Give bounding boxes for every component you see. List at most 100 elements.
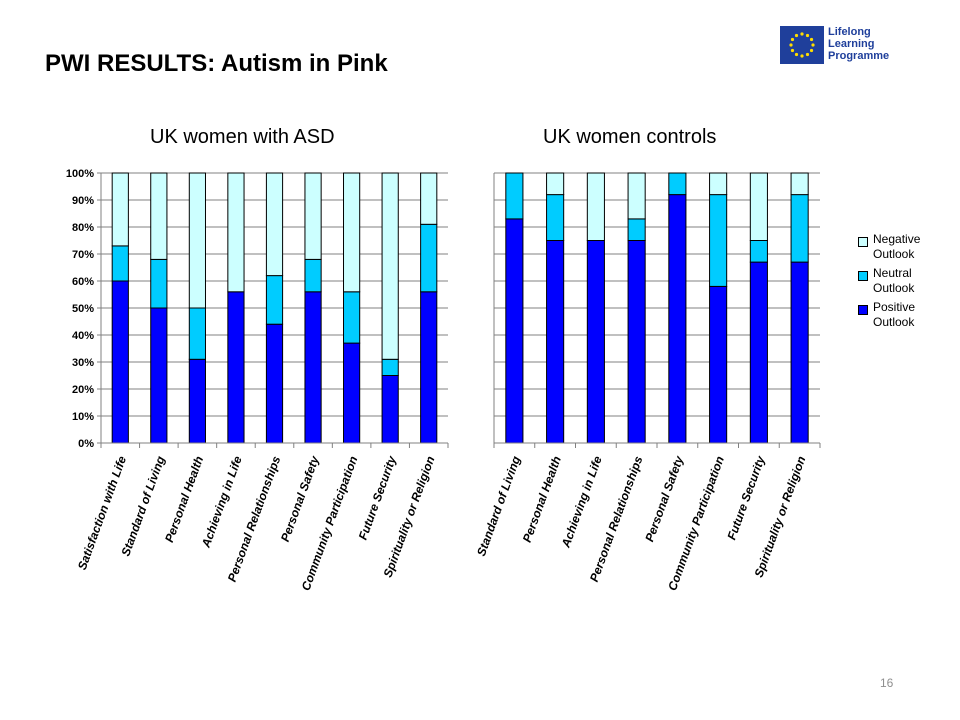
bar-segment-positive-outlook <box>420 291 438 444</box>
legend-label-positive: Positive Outlook <box>873 300 916 329</box>
bar-segment-negative-outlook <box>586 172 605 241</box>
bar-segment-positive-outlook <box>790 261 809 444</box>
bar-segment-negative-outlook <box>749 172 768 241</box>
x-category-label: Future Security <box>724 453 768 542</box>
bar-segment-positive-outlook <box>627 240 646 444</box>
bar-segment-positive-outlook <box>381 375 399 444</box>
eu-star-icon <box>811 43 815 47</box>
eu-star-icon <box>805 52 810 57</box>
eu-stars-icon <box>789 32 815 58</box>
chart-title-asd: UK women with ASD <box>150 126 335 148</box>
bar-segment-positive-outlook <box>150 307 168 444</box>
legend-swatch-neutral <box>858 271 868 281</box>
y-tick-label: 50% <box>72 303 94 315</box>
bar-segment-neutral-outlook <box>381 358 399 376</box>
legend-swatch-negative <box>858 237 868 247</box>
legend-label-neutral: Neutral Outlook <box>873 266 915 295</box>
bar-segment-positive-outlook <box>709 285 728 444</box>
bar-segment-negative-outlook <box>343 172 361 293</box>
bar-segment-neutral-outlook <box>265 275 284 325</box>
legend-swatch-positive <box>858 305 868 315</box>
eu-star-icon <box>790 48 795 53</box>
eu-star-icon <box>809 37 814 42</box>
logo-text-line1: Lifelong <box>828 26 871 38</box>
bar-segment-negative-outlook <box>227 172 245 293</box>
bar-segment-negative-outlook <box>111 172 129 247</box>
bar-segment-neutral-outlook <box>546 194 565 242</box>
bar-segment-positive-outlook <box>505 218 524 444</box>
legend-item-negative: Negative Outlook <box>858 232 953 262</box>
logo-text-line2: Learning <box>828 38 875 50</box>
bar-segment-negative-outlook <box>381 172 399 360</box>
legend-item-positive: Positive Outlook <box>858 300 953 330</box>
bar-segment-negative-outlook <box>188 172 206 309</box>
bar-segment-positive-outlook <box>304 291 322 444</box>
bar-segment-positive-outlook <box>227 291 245 444</box>
bar-segment-positive-outlook <box>749 261 768 444</box>
x-category-label: Personal Health <box>520 454 564 544</box>
eu-star-icon <box>790 37 795 42</box>
bar-segment-positive-outlook <box>188 358 206 444</box>
x-category-label: Personal Health <box>162 454 206 544</box>
bar-segment-neutral-outlook <box>709 194 728 287</box>
bar-segment-neutral-outlook <box>790 194 809 263</box>
legend-item-neutral: Neutral Outlook <box>858 266 953 296</box>
bar-segment-neutral-outlook <box>420 223 438 293</box>
eu-star-icon <box>800 32 804 36</box>
y-tick-label: 10% <box>72 411 94 423</box>
lifelong-learning-logo: Lifelong Learning Programme <box>780 26 889 64</box>
chart-asd: 0%10%20%30%40%50%60%70%80%90%100%Satisfa… <box>66 168 449 592</box>
bar-segment-neutral-outlook <box>627 218 646 241</box>
x-category-label: Personal Safety <box>278 453 322 544</box>
bar-segment-negative-outlook <box>790 172 809 196</box>
x-category-label: Achieving in Life <box>198 454 244 550</box>
x-category-label: Standard of Living <box>474 454 523 558</box>
chart-title-controls: UK women controls <box>543 126 717 148</box>
eu-flag-icon <box>780 26 824 64</box>
bar-segment-negative-outlook <box>150 172 168 260</box>
eu-star-icon <box>809 48 814 53</box>
bar-segment-neutral-outlook <box>111 245 129 282</box>
page-number: 16 <box>880 676 894 690</box>
bar-segment-positive-outlook <box>668 194 687 444</box>
slide-title: PWI RESULTS: Autism in Pink <box>45 50 388 77</box>
legend-label-negative: Negative Outlook <box>873 232 921 261</box>
bar-segment-negative-outlook <box>265 172 284 277</box>
bar-segment-negative-outlook <box>709 172 728 196</box>
bar-segment-negative-outlook <box>546 172 565 196</box>
eu-star-icon <box>794 33 799 38</box>
bar-segment-positive-outlook <box>546 240 565 444</box>
x-category-label: Personal Safety <box>642 453 686 544</box>
x-category-label: Future Security <box>356 453 400 542</box>
y-tick-label: 100% <box>66 168 94 180</box>
y-tick-label: 40% <box>72 330 94 342</box>
bar-segment-positive-outlook <box>343 342 361 444</box>
x-category-label: Achieving in Life <box>558 454 604 550</box>
eu-star-icon <box>794 52 799 57</box>
y-tick-label: 80% <box>72 222 94 234</box>
bar-segment-negative-outlook <box>304 172 322 260</box>
y-tick-label: 60% <box>72 276 94 288</box>
bar-segment-positive-outlook <box>586 240 605 444</box>
logo-text: Lifelong Learning Programme <box>828 26 889 62</box>
x-category-label: Standard of Living <box>118 454 167 558</box>
bar-segment-positive-outlook <box>111 280 129 444</box>
y-tick-label: 30% <box>72 357 94 369</box>
bar-segment-neutral-outlook <box>668 172 687 196</box>
bar-segment-negative-outlook <box>420 172 438 225</box>
bar-segment-neutral-outlook <box>188 307 206 360</box>
y-tick-label: 70% <box>72 249 94 261</box>
bar-segment-neutral-outlook <box>304 258 322 293</box>
eu-star-icon <box>800 54 804 58</box>
bar-segment-neutral-outlook <box>505 172 524 220</box>
y-tick-label: 90% <box>72 195 94 207</box>
bar-segment-positive-outlook <box>265 323 284 444</box>
logo-text-line3: Programme <box>828 50 890 62</box>
bar-segment-negative-outlook <box>627 172 646 220</box>
bar-segment-neutral-outlook <box>343 291 361 344</box>
bar-segment-neutral-outlook <box>150 258 168 309</box>
y-tick-label: 20% <box>72 384 94 396</box>
bar-segment-neutral-outlook <box>749 240 768 263</box>
legend: Negative Outlook Neutral Outlook Positiv… <box>858 232 953 334</box>
